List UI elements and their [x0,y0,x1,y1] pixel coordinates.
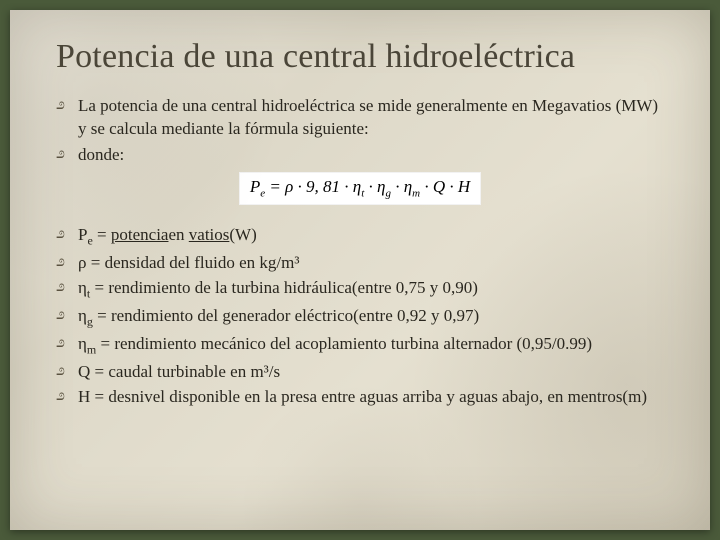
sym-eta-g-base: η [78,306,87,325]
formula-rho: ρ [285,177,293,196]
formula-lhs-base: P [250,177,260,196]
definition-bullets: Pe = potenciaen vatios(W) ρ = densidad d… [56,223,664,409]
bullet-eta-m: ηm = rendimiento mecánico del acoplamien… [56,332,664,358]
bullet-rho: ρ = densidad del fluido en kg/m³ [56,251,664,274]
bullet-q: Q = caudal turbinable en m³/s [56,360,664,383]
sym-pe-tail: (W) [229,225,256,244]
slide-frame: Potencia de una central hidroeléctrica L… [0,0,720,540]
bullet-pe: Pe = potenciaen vatios(W) [56,223,664,249]
formula-eta-m-base: η [404,177,412,196]
sym-pe-eq: = [93,225,111,244]
sym-eta-m-base: η [78,334,87,353]
sym-eta-t-text: = rendimiento de la turbina hidráulica(e… [90,278,478,297]
slide-title: Potencia de una central hidroeléctrica [56,38,664,76]
sym-pe-mid: en [168,225,188,244]
bullet-intro-1: La potencia de una central hidroeléctric… [56,94,664,141]
formula-H: H [458,177,470,196]
bullet-h: H = desnivel disponible en la presa entr… [56,385,664,408]
formula-eta-m-sub: m [412,188,420,200]
formula-eta-t-sub: t [361,188,364,200]
power-formula: Pe = ρ · 9, 81 · ηt · ηg · ηm · Q · H [239,172,481,204]
link-potencia: potencia [111,225,169,244]
link-vatios: vatios [189,225,230,244]
sym-eta-m-text: = rendimiento mecánico del acoplamiento … [96,334,592,353]
intro-bullets: La potencia de una central hidroeléctric… [56,94,664,166]
formula-Q: Q [433,177,445,196]
formula-container: Pe = ρ · 9, 81 · ηt · ηg · ηm · Q · H [56,172,664,204]
formula-eta-t-base: η [353,177,361,196]
formula-lhs-sub: e [260,188,265,200]
bullet-eta-t: ηt = rendimiento de la turbina hidráulic… [56,276,664,302]
bullet-eta-g: ηg = rendimiento del generador eléctrico… [56,304,664,330]
paper-background: Potencia de una central hidroeléctrica L… [10,10,710,530]
formula-eta-g-sub: g [385,188,391,200]
sym-eta-g-text: = rendimiento del generador eléctrico(en… [93,306,479,325]
formula-const: 9, 81 [306,177,340,196]
bullet-intro-2: donde: [56,143,664,166]
sym-eta-m-sub: m [87,342,96,356]
sym-eta-t-base: η [78,278,87,297]
